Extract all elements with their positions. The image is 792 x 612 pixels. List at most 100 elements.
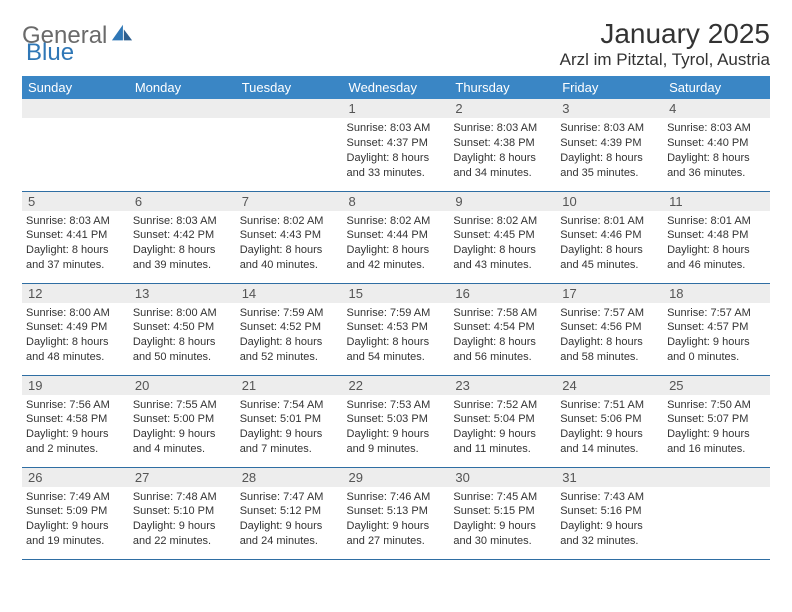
calendar-cell: 28Sunrise: 7:47 AMSunset: 5:12 PMDayligh… — [236, 467, 343, 559]
day-number: 4 — [663, 99, 770, 118]
calendar-cell: 13Sunrise: 8:00 AMSunset: 4:50 PMDayligh… — [129, 283, 236, 375]
day-details: Sunrise: 7:59 AMSunset: 4:53 PMDaylight:… — [343, 303, 450, 367]
day-number: 16 — [449, 284, 556, 303]
calendar-cell: 25Sunrise: 7:50 AMSunset: 5:07 PMDayligh… — [663, 375, 770, 467]
calendar-cell: 22Sunrise: 7:53 AMSunset: 5:03 PMDayligh… — [343, 375, 450, 467]
title-block: January 2025 Arzl im Pitztal, Tyrol, Aus… — [560, 18, 770, 70]
day-number: 2 — [449, 99, 556, 118]
day-number: 7 — [236, 192, 343, 211]
calendar-cell: 1Sunrise: 8:03 AMSunset: 4:37 PMDaylight… — [343, 99, 450, 191]
day-details: Sunrise: 8:01 AMSunset: 4:48 PMDaylight:… — [663, 211, 770, 275]
calendar-week-row: 12Sunrise: 8:00 AMSunset: 4:49 PMDayligh… — [22, 283, 770, 375]
day-details: Sunrise: 8:03 AMSunset: 4:39 PMDaylight:… — [556, 118, 663, 182]
day-number: 28 — [236, 468, 343, 487]
calendar-cell: 4Sunrise: 8:03 AMSunset: 4:40 PMDaylight… — [663, 99, 770, 191]
calendar-cell: 15Sunrise: 7:59 AMSunset: 4:53 PMDayligh… — [343, 283, 450, 375]
day-number: 11 — [663, 192, 770, 211]
calendar-cell: 20Sunrise: 7:55 AMSunset: 5:00 PMDayligh… — [129, 375, 236, 467]
calendar-cell: 29Sunrise: 7:46 AMSunset: 5:13 PMDayligh… — [343, 467, 450, 559]
calendar-cell — [663, 467, 770, 559]
day-number-empty — [663, 468, 770, 487]
day-details: Sunrise: 8:00 AMSunset: 4:49 PMDaylight:… — [22, 303, 129, 367]
day-number: 12 — [22, 284, 129, 303]
location-text: Arzl im Pitztal, Tyrol, Austria — [560, 50, 770, 70]
header: General January 2025 Arzl im Pitztal, Ty… — [22, 18, 770, 70]
weekday-header: Thursday — [449, 76, 556, 99]
day-details: Sunrise: 8:01 AMSunset: 4:46 PMDaylight:… — [556, 211, 663, 275]
calendar-cell: 31Sunrise: 7:43 AMSunset: 5:16 PMDayligh… — [556, 467, 663, 559]
calendar-cell: 18Sunrise: 7:57 AMSunset: 4:57 PMDayligh… — [663, 283, 770, 375]
day-details: Sunrise: 7:53 AMSunset: 5:03 PMDaylight:… — [343, 395, 450, 459]
calendar-cell: 27Sunrise: 7:48 AMSunset: 5:10 PMDayligh… — [129, 467, 236, 559]
day-number-empty — [22, 99, 129, 118]
month-title: January 2025 — [560, 18, 770, 50]
day-number: 30 — [449, 468, 556, 487]
day-number-empty — [129, 99, 236, 118]
calendar-cell: 19Sunrise: 7:56 AMSunset: 4:58 PMDayligh… — [22, 375, 129, 467]
day-details: Sunrise: 8:03 AMSunset: 4:41 PMDaylight:… — [22, 211, 129, 275]
day-details: Sunrise: 7:59 AMSunset: 4:52 PMDaylight:… — [236, 303, 343, 367]
day-number: 22 — [343, 376, 450, 395]
day-number: 18 — [663, 284, 770, 303]
calendar-week-row: 19Sunrise: 7:56 AMSunset: 4:58 PMDayligh… — [22, 375, 770, 467]
day-number: 27 — [129, 468, 236, 487]
day-number: 26 — [22, 468, 129, 487]
calendar-cell: 7Sunrise: 8:02 AMSunset: 4:43 PMDaylight… — [236, 191, 343, 283]
day-details: Sunrise: 8:03 AMSunset: 4:42 PMDaylight:… — [129, 211, 236, 275]
day-details: Sunrise: 7:50 AMSunset: 5:07 PMDaylight:… — [663, 395, 770, 459]
day-details: Sunrise: 7:47 AMSunset: 5:12 PMDaylight:… — [236, 487, 343, 551]
day-details: Sunrise: 7:57 AMSunset: 4:57 PMDaylight:… — [663, 303, 770, 367]
day-number: 19 — [22, 376, 129, 395]
calendar-cell — [236, 99, 343, 191]
day-number: 5 — [22, 192, 129, 211]
day-details: Sunrise: 8:03 AMSunset: 4:37 PMDaylight:… — [343, 118, 450, 182]
calendar-cell: 6Sunrise: 8:03 AMSunset: 4:42 PMDaylight… — [129, 191, 236, 283]
day-details: Sunrise: 7:52 AMSunset: 5:04 PMDaylight:… — [449, 395, 556, 459]
calendar-cell: 23Sunrise: 7:52 AMSunset: 5:04 PMDayligh… — [449, 375, 556, 467]
calendar-cell: 26Sunrise: 7:49 AMSunset: 5:09 PMDayligh… — [22, 467, 129, 559]
day-number: 10 — [556, 192, 663, 211]
day-details: Sunrise: 7:58 AMSunset: 4:54 PMDaylight:… — [449, 303, 556, 367]
day-number: 13 — [129, 284, 236, 303]
day-details: Sunrise: 7:55 AMSunset: 5:00 PMDaylight:… — [129, 395, 236, 459]
day-number-empty — [236, 99, 343, 118]
calendar-cell: 3Sunrise: 8:03 AMSunset: 4:39 PMDaylight… — [556, 99, 663, 191]
calendar-week-row: 5Sunrise: 8:03 AMSunset: 4:41 PMDaylight… — [22, 191, 770, 283]
day-number: 9 — [449, 192, 556, 211]
day-number: 6 — [129, 192, 236, 211]
day-details: Sunrise: 8:02 AMSunset: 4:43 PMDaylight:… — [236, 211, 343, 275]
logo-sail-icon — [111, 23, 133, 43]
day-details: Sunrise: 7:43 AMSunset: 5:16 PMDaylight:… — [556, 487, 663, 551]
day-details: Sunrise: 7:46 AMSunset: 5:13 PMDaylight:… — [343, 487, 450, 551]
calendar-cell: 24Sunrise: 7:51 AMSunset: 5:06 PMDayligh… — [556, 375, 663, 467]
day-number: 1 — [343, 99, 450, 118]
calendar-cell: 14Sunrise: 7:59 AMSunset: 4:52 PMDayligh… — [236, 283, 343, 375]
day-details: Sunrise: 8:00 AMSunset: 4:50 PMDaylight:… — [129, 303, 236, 367]
calendar-cell: 17Sunrise: 7:57 AMSunset: 4:56 PMDayligh… — [556, 283, 663, 375]
calendar-cell: 10Sunrise: 8:01 AMSunset: 4:46 PMDayligh… — [556, 191, 663, 283]
weekday-header: Sunday — [22, 76, 129, 99]
calendar-body: 1Sunrise: 8:03 AMSunset: 4:37 PMDaylight… — [22, 99, 770, 559]
logo-text-blue-wrap: Blue — [26, 39, 74, 67]
day-number: 24 — [556, 376, 663, 395]
day-number: 8 — [343, 192, 450, 211]
weekday-header: Friday — [556, 76, 663, 99]
day-details: Sunrise: 7:51 AMSunset: 5:06 PMDaylight:… — [556, 395, 663, 459]
day-number: 23 — [449, 376, 556, 395]
weekday-header: Wednesday — [343, 76, 450, 99]
calendar-cell: 11Sunrise: 8:01 AMSunset: 4:48 PMDayligh… — [663, 191, 770, 283]
day-number: 29 — [343, 468, 450, 487]
calendar-cell: 16Sunrise: 7:58 AMSunset: 4:54 PMDayligh… — [449, 283, 556, 375]
day-number: 25 — [663, 376, 770, 395]
calendar-cell: 2Sunrise: 8:03 AMSunset: 4:38 PMDaylight… — [449, 99, 556, 191]
day-number: 21 — [236, 376, 343, 395]
calendar-cell — [22, 99, 129, 191]
day-number: 20 — [129, 376, 236, 395]
weekday-header: Saturday — [663, 76, 770, 99]
day-details: Sunrise: 7:49 AMSunset: 5:09 PMDaylight:… — [22, 487, 129, 551]
weekday-header: Tuesday — [236, 76, 343, 99]
day-number: 17 — [556, 284, 663, 303]
day-details: Sunrise: 8:02 AMSunset: 4:44 PMDaylight:… — [343, 211, 450, 275]
calendar-cell: 9Sunrise: 8:02 AMSunset: 4:45 PMDaylight… — [449, 191, 556, 283]
day-details: Sunrise: 7:56 AMSunset: 4:58 PMDaylight:… — [22, 395, 129, 459]
